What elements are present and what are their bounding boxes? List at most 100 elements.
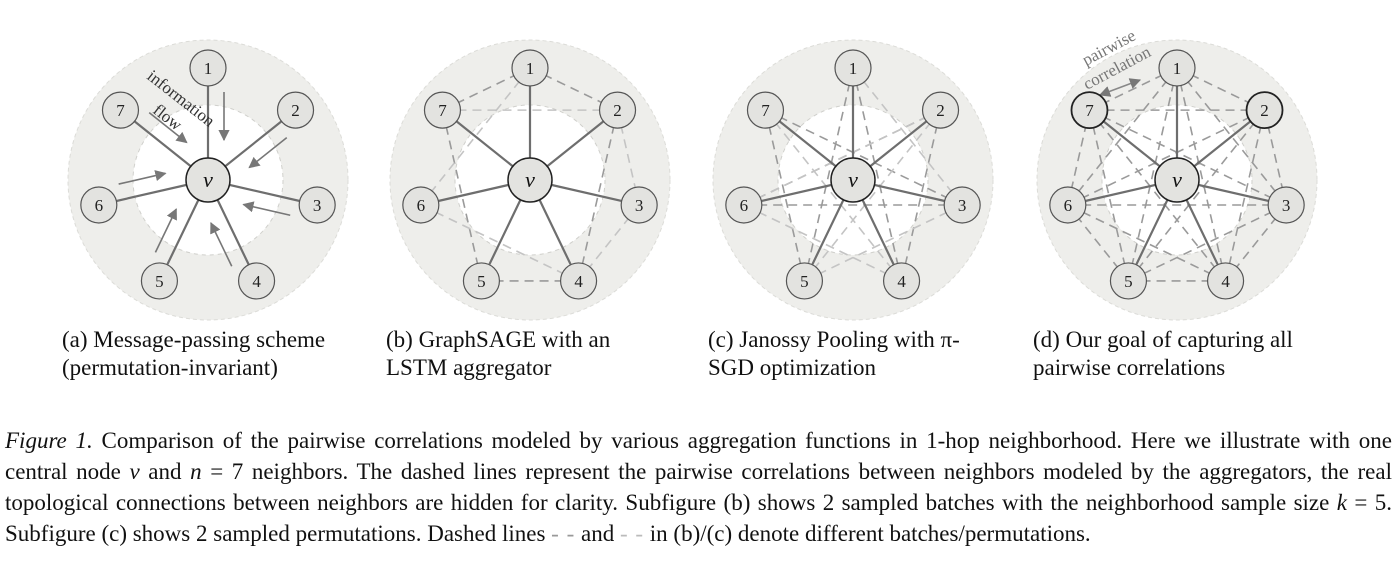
figure-label: Figure 1. — [5, 428, 93, 453]
neighbor-label-7: 7 — [438, 101, 447, 120]
caption-panel-c: (c) Janossy Pooling with π- SGD optimiza… — [708, 326, 1003, 382]
neighbor-label-1: 1 — [204, 59, 213, 78]
correlation-edge-7-3 — [765, 109, 963, 206]
neighbor-node-6 — [1049, 186, 1087, 224]
caption-panel-a: (a) Message-passing scheme (permutation-… — [62, 326, 362, 382]
neighbor-node-7 — [101, 91, 140, 129]
figure-caption: Figure 1. Comparison of the pairwise cor… — [5, 425, 1392, 549]
neighbor-label-7: 7 — [116, 101, 125, 120]
center-node — [830, 157, 876, 203]
neighbor-label-3: 3 — [1282, 196, 1291, 215]
dash-style-b: - - — [619, 521, 645, 546]
neighbor-label-3: 3 — [635, 196, 644, 215]
flow-arrow-3 — [242, 201, 291, 217]
neighbor-node-5 — [1109, 262, 1148, 300]
caption-text-4: = 5. Subfigure (c) shows 2 sampled permu… — [5, 490, 1392, 546]
neighbor-label-4: 4 — [574, 272, 583, 291]
neighbor-node-3 — [620, 186, 658, 224]
neighbor-label-2: 2 — [291, 101, 300, 120]
center-node-label: v — [1172, 167, 1182, 192]
caption-text-3: = 7 neighbors. The dashed lines represen… — [5, 459, 1392, 515]
neighbor-label-7: 7 — [761, 101, 770, 120]
neighbor-node-4 — [559, 262, 598, 300]
caption-panel-b: (b) GraphSAGE with an LSTM aggregator — [386, 326, 676, 382]
neighbor-label-5: 5 — [477, 272, 486, 291]
neighbor-node-5 — [140, 262, 179, 300]
neighbor-label-1: 1 — [849, 59, 858, 78]
neighbor-label-1: 1 — [1173, 59, 1182, 78]
correlation-edge-1-5 — [803, 67, 854, 282]
correlation-edge-1-5 — [1127, 67, 1178, 282]
neighbor-node-2 — [1245, 91, 1284, 130]
correlation-edge-2-5 — [803, 109, 942, 282]
neighbor-label-4: 4 — [252, 272, 261, 291]
neighbor-label-6: 6 — [95, 196, 104, 215]
neighbor-label-7: 7 — [1085, 101, 1094, 120]
center-node — [185, 157, 231, 203]
neighbor-label-6: 6 — [417, 196, 426, 215]
caption-text-1: Comparison of the pairwise correlations … — [5, 428, 1392, 484]
neighbor-node-6 — [725, 186, 763, 224]
flow-arrow-4 — [210, 221, 233, 267]
neighbor-label-2: 2 — [936, 101, 945, 120]
correlation-edge-4-1 — [852, 67, 903, 282]
correlation-edge-1-4 — [1176, 67, 1227, 282]
correlation-edge-4-7 — [1088, 109, 1227, 282]
neighbor-label-4: 4 — [897, 272, 906, 291]
figure-diagrams: informationflow1234567v1234567v1234567vp… — [67, 26, 1318, 321]
neighbor-label-5: 5 — [155, 272, 164, 291]
neighbor-node-6 — [80, 186, 118, 224]
neighbor-node-3 — [1267, 186, 1305, 224]
neighbor-node-1 — [834, 49, 872, 87]
caption-panel-a-line2: (permutation-invariant) — [62, 355, 278, 380]
caption-panel-c-line1: (c) Janossy Pooling with π- — [708, 327, 960, 352]
neighbor-node-4 — [882, 262, 921, 300]
center-node-label: v — [848, 167, 858, 192]
caption-panel-a-line1: (a) Message-passing scheme — [62, 327, 326, 352]
panel-b-diagram: 1 2 3 4 5 6 7 v — [389, 39, 671, 321]
caption-panel-b-line2: LSTM aggregator — [386, 355, 552, 380]
math-n: n — [190, 459, 202, 484]
neighbor-node-5 — [785, 262, 824, 300]
neighbor-label-2: 2 — [1260, 101, 1269, 120]
caption-panel-c-line2: SGD optimization — [708, 355, 877, 380]
center-node-label: v — [525, 167, 535, 192]
neighbor-label-1: 1 — [526, 59, 535, 78]
flow-arrow-2 — [248, 136, 288, 169]
dash-style-a: - - — [551, 521, 576, 546]
neighbor-node-1 — [189, 49, 227, 87]
neighbor-node-2 — [598, 91, 637, 129]
neighbor-node-1 — [1158, 49, 1196, 87]
correlation-edge-2-5 — [1127, 109, 1266, 282]
panel-c-diagram: 1 2 3 4 5 6 7 v — [712, 39, 994, 321]
center-node — [1154, 157, 1200, 203]
neighbor-label-5: 5 — [1124, 272, 1133, 291]
caption-text-6: in (b)/(c) denote different batches/perm… — [644, 521, 1091, 546]
neighbor-node-2 — [921, 91, 960, 129]
neighbor-node-2 — [276, 91, 315, 129]
neighbor-label-5: 5 — [800, 272, 809, 291]
neighbor-node-5 — [462, 262, 501, 300]
neighbor-node-7 — [423, 91, 462, 129]
flow-arrow-7 — [148, 111, 188, 144]
caption-panel-b-line1: (b) GraphSAGE with an — [386, 327, 611, 352]
neighbor-label-4: 4 — [1221, 272, 1230, 291]
caption-panel-d: (d) Our goal of capturing all pairwise c… — [1033, 326, 1333, 382]
center-node — [507, 157, 553, 203]
caption-text-2: and — [139, 459, 191, 484]
neighbor-node-1 — [511, 49, 549, 87]
flow-arrow-5 — [154, 208, 177, 253]
correlation-edge-2-6 — [1067, 109, 1265, 206]
neighbor-node-7 — [1070, 91, 1109, 130]
neighbor-node-3 — [943, 186, 981, 224]
math-v: v — [129, 459, 140, 484]
math-k: k — [1336, 490, 1347, 515]
neighbor-node-6 — [402, 186, 440, 224]
neighbor-label-3: 3 — [313, 196, 322, 215]
neighbor-label-6: 6 — [1064, 196, 1073, 215]
neighbor-node-4 — [237, 262, 276, 300]
caption-panel-d-line2: pairwise correlations — [1033, 355, 1226, 380]
neighbor-node-3 — [298, 186, 336, 224]
